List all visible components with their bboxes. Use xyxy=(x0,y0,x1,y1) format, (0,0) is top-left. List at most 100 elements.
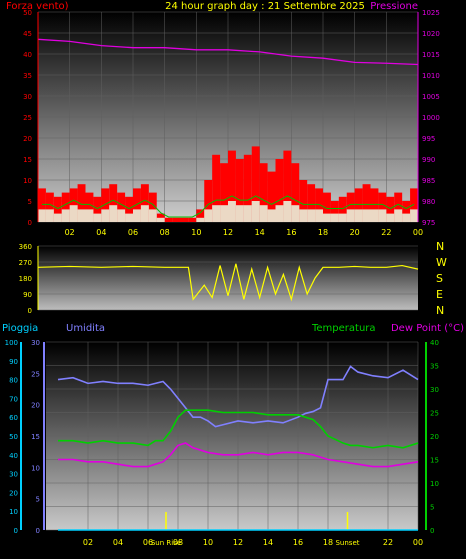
temperature-line xyxy=(58,409,419,449)
wind-axis-tick-label: 15 xyxy=(23,156,32,164)
wind-x-tick-label: 20 xyxy=(350,228,360,237)
climate-x-tick-label: 00 xyxy=(413,538,423,547)
rain-title: Pioggia xyxy=(2,323,38,334)
wind-average-bar xyxy=(220,205,228,222)
wind-gust-bar xyxy=(109,184,118,222)
wind-average-bar xyxy=(370,209,379,222)
humidity-axis-tick-label: 0 xyxy=(36,527,40,535)
wind-gust-bar xyxy=(45,192,54,222)
direction-label-w: W xyxy=(436,256,447,269)
wind-axis-tick-label: 30 xyxy=(23,93,32,101)
temperature-axis-tick-label: 25 xyxy=(430,410,439,418)
wind-gust-bar xyxy=(101,188,110,222)
humidity-line xyxy=(57,365,419,428)
wind-gust-bar xyxy=(243,154,252,222)
rain-axis-tick-label: 70 xyxy=(9,395,18,403)
wind-average-bar xyxy=(156,217,165,222)
wind-average-bar xyxy=(315,209,323,222)
pressure-axis-tick-label: 1000 xyxy=(422,114,440,122)
direction-axis-tick-label: 360 xyxy=(19,243,32,251)
pressure-line xyxy=(37,38,419,66)
wind-x-tick-label: 14 xyxy=(255,228,265,237)
climate-x-tick-label: 08 xyxy=(173,538,183,547)
wind-gust-bar xyxy=(362,184,371,222)
wind-gust-bar xyxy=(61,192,70,222)
direction-label-n-bottom: N xyxy=(436,304,444,317)
rain-axis-tick-label: 10 xyxy=(9,508,18,516)
wind-gust-bar xyxy=(180,217,189,222)
wind-x-tick-label: 10 xyxy=(191,228,201,237)
wind-average-bar xyxy=(283,201,292,222)
wind-average-bar xyxy=(259,205,268,222)
direction-chart: 0 90 180 270 360 xyxy=(19,243,419,315)
wind-gust-bar xyxy=(402,201,411,222)
wind-average-bar xyxy=(125,213,133,222)
temperature-axis-tick-label: 40 xyxy=(430,339,439,347)
temperature-axis-tick-label: 35 xyxy=(430,363,439,371)
rain-axis-tick-label: 40 xyxy=(9,452,18,460)
humidity-axis-tick-label: 20 xyxy=(31,402,40,410)
wind-axis-tick-label: 0 xyxy=(28,219,32,227)
wind-axis-tick-label: 40 xyxy=(23,51,32,59)
wind-average-bar xyxy=(346,209,355,222)
wind-gust-bar xyxy=(299,180,308,222)
wind-average-bar xyxy=(212,205,221,222)
wind-gust-bar xyxy=(235,159,244,222)
wind-gust-bar xyxy=(291,163,300,222)
wind-average-bar xyxy=(307,209,316,222)
climate-x-tick-label: 06 xyxy=(143,538,153,547)
wind-average-bar xyxy=(196,217,205,222)
wind-gust-bar xyxy=(85,192,94,222)
wind-gust-bar xyxy=(251,146,260,222)
wind-gust-bar xyxy=(220,163,228,222)
wind-gust-bar xyxy=(338,196,347,222)
wind-chart: 0510152025303540455097598098599099510001… xyxy=(23,9,440,237)
direction-label-e: E xyxy=(436,288,443,301)
rain-axis-tick-label: 50 xyxy=(9,433,18,441)
chart-date-title: 24 hour graph day : 21 Settembre 2025 xyxy=(165,1,365,12)
wind-gust-bar xyxy=(133,188,141,222)
rain-axis-tick-label: 0 xyxy=(14,527,18,535)
direction-label-n-top: N xyxy=(436,240,444,253)
wind-average-bar xyxy=(378,209,387,222)
wind-x-tick-label: 08 xyxy=(160,228,170,237)
wind-gust-bar xyxy=(259,163,268,222)
wind-average-bar xyxy=(338,213,347,222)
pressure-axis-tick-label: 1010 xyxy=(422,72,440,80)
wind-average-bar xyxy=(101,209,110,222)
climate-x-tick-label: 04 xyxy=(113,538,123,547)
wind-average-bar xyxy=(410,209,418,222)
wind-average-bar xyxy=(267,209,276,222)
wind-x-tick-label: 00 xyxy=(413,228,423,237)
wind-average-bar xyxy=(362,209,371,222)
wind-average-bar xyxy=(402,213,411,222)
wind-gust-bar xyxy=(228,150,236,222)
wind-average-bar xyxy=(243,205,252,222)
pressure-axis-tick-label: 1020 xyxy=(422,30,440,38)
humidity-axis-tick-label: 30 xyxy=(31,339,40,347)
sun-event-label: Sunset xyxy=(335,539,359,547)
wind-average-bar xyxy=(53,213,62,222)
dewpoint-title: Dew Point (°C) xyxy=(391,323,464,334)
wind-gust-bar xyxy=(38,188,46,222)
direction-axis-tick-label: 270 xyxy=(19,259,32,267)
wind-axis-tick-label: 50 xyxy=(23,9,32,17)
pressure-axis-tick-label: 1005 xyxy=(422,93,440,101)
temperature-axis-tick-label: 15 xyxy=(430,457,439,465)
wind-average-line xyxy=(41,195,415,218)
wind-average-bar xyxy=(251,201,260,222)
wind-average-bar xyxy=(235,205,244,222)
climate-x-tick-label: 02 xyxy=(83,538,93,547)
climate-x-tick-label: 16 xyxy=(293,538,303,547)
wind-average-bar xyxy=(228,201,236,222)
wind-x-tick-label: 06 xyxy=(128,228,138,237)
wind-average-bar xyxy=(291,205,300,222)
wind-x-tick-label: 22 xyxy=(381,228,391,237)
wind-title: Forza vento) xyxy=(6,1,69,12)
dewpoint-line xyxy=(58,442,419,468)
wind-gust-bar xyxy=(267,171,276,222)
wind-average-bar xyxy=(204,209,213,222)
direction-axis-tick-label: 0 xyxy=(28,307,32,315)
direction-label-s: S xyxy=(436,272,443,285)
